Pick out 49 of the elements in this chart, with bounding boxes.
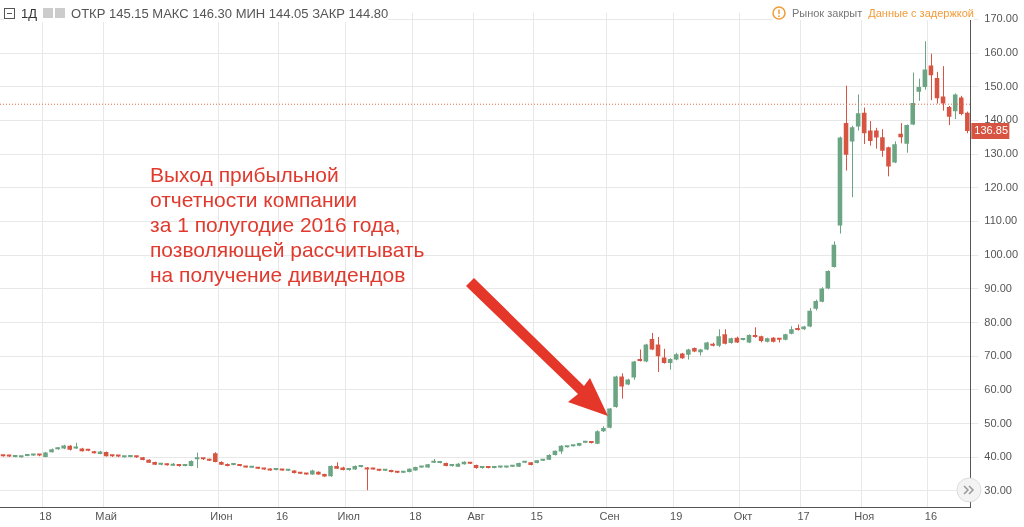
candlestick bbox=[564, 445, 570, 448]
y-tick-label: 160.00 bbox=[984, 46, 1019, 59]
y-tick-label: 50.00 bbox=[984, 416, 1012, 429]
y-tick-label: 150.00 bbox=[984, 79, 1019, 92]
chart-subtitle: ОТКР 145.15 МАКС 146.30 МИН 144.05 ЗАКР 144.80 bbox=[71, 5, 389, 21]
x-tick-label: Окт bbox=[733, 510, 753, 523]
candlestick bbox=[303, 472, 309, 475]
x-tick-label: 18 bbox=[39, 510, 52, 523]
y-tick-label: 90.00 bbox=[984, 281, 1012, 294]
x-tick-label: Май bbox=[95, 510, 117, 523]
candlestick bbox=[346, 468, 351, 471]
candlestick bbox=[631, 360, 637, 381]
annotation: Данные с задержкой bbox=[868, 7, 974, 19]
x-tick-label: 18 bbox=[409, 510, 422, 523]
x-tick-label: 17 bbox=[797, 510, 810, 523]
x-tick-label: 15 bbox=[530, 510, 543, 523]
y-tick-label: 60.00 bbox=[984, 382, 1012, 395]
candlestick bbox=[916, 78, 922, 102]
annotation: Рынок закрыт bbox=[791, 7, 863, 19]
candlestick bbox=[910, 72, 916, 126]
x-tick-label: Авг bbox=[467, 510, 485, 523]
x-tick-label: Сен bbox=[599, 510, 620, 523]
y-tick-label: 140.00 bbox=[984, 113, 1019, 126]
y-tick-label: 100.00 bbox=[984, 248, 1019, 261]
candlestick bbox=[946, 105, 952, 126]
y-tick-label: 110.00 bbox=[984, 214, 1018, 227]
x-tick-label: 19 bbox=[670, 510, 683, 523]
y-tick-label: 80.00 bbox=[984, 315, 1012, 328]
chart-title: 1Д bbox=[21, 5, 38, 21]
candlestick bbox=[619, 372, 624, 400]
y-tick-label: 70.00 bbox=[984, 349, 1012, 362]
y-tick-label: 40.00 bbox=[984, 450, 1012, 463]
annotation: Выход прибыльной отчетности компании за 1 полугодие 2016 года, позволяющей рассчитывать на получение дивидендов bbox=[150, 162, 425, 287]
candlestick bbox=[928, 53, 934, 101]
candlestick bbox=[849, 125, 855, 198]
candlestick bbox=[904, 123, 909, 154]
candlestick bbox=[134, 455, 139, 458]
candlestick bbox=[898, 122, 903, 144]
y-tick-label: 130.00 bbox=[984, 147, 1019, 160]
y-tick-label: 30.00 bbox=[984, 483, 1012, 496]
y-tick-label: 170.00 bbox=[984, 12, 1019, 25]
x-tick-label: Июл bbox=[337, 510, 360, 523]
x-tick-label: 16 bbox=[924, 510, 938, 523]
x-tick-label: Июн bbox=[210, 510, 233, 523]
candlestick bbox=[940, 65, 946, 112]
x-tick-label: 16 bbox=[275, 510, 289, 523]
x-tick-label: Ноя bbox=[854, 510, 875, 523]
annotation: 136.85 bbox=[974, 124, 1009, 137]
y-tick-label: 120.00 bbox=[984, 180, 1019, 193]
